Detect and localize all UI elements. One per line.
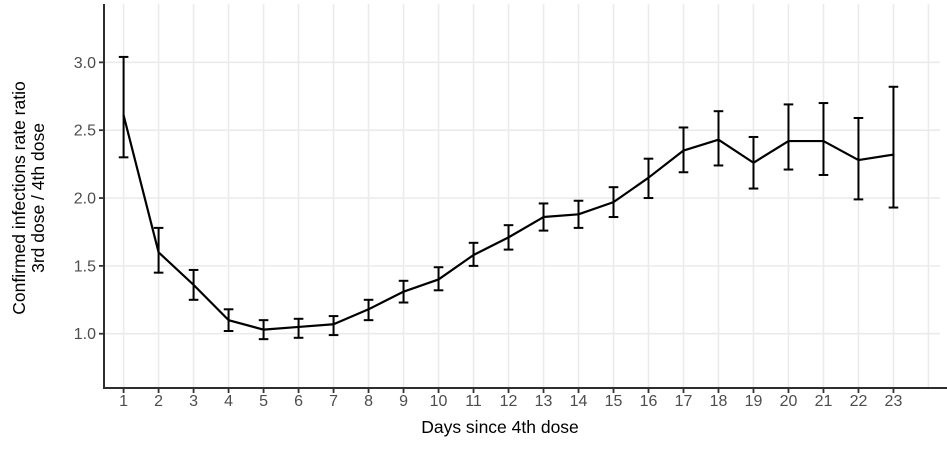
label-layer: Days since 4th dose Confirmed infections… xyxy=(9,81,579,437)
error-bar xyxy=(713,110,724,167)
y-tick-label: 1.0 xyxy=(74,326,96,343)
y-axis-title-line2: 3rd dose / 4th dose xyxy=(28,123,48,273)
x-tick-label: 12 xyxy=(500,393,518,410)
error-bar xyxy=(328,315,339,337)
y-axis-title-line1: Confirmed infections rate ratio xyxy=(9,81,29,314)
error-bar xyxy=(818,102,829,176)
x-tick-label: 13 xyxy=(535,393,553,410)
x-tick-label: 17 xyxy=(675,393,693,410)
x-tick-label: 6 xyxy=(294,393,303,410)
x-tick-label: 14 xyxy=(570,393,588,410)
x-tick-label: 15 xyxy=(605,393,623,410)
y-tick-label: 3.0 xyxy=(74,55,96,72)
x-tick-label: 4 xyxy=(224,393,233,410)
data-line xyxy=(122,114,895,331)
x-tick-label: 5 xyxy=(259,393,268,410)
x-tick-label: 1 xyxy=(119,393,128,410)
x-tick-label: 16 xyxy=(640,393,658,410)
x-tick-label: 8 xyxy=(364,393,373,410)
error-bar xyxy=(888,85,899,209)
x-tick-label: 9 xyxy=(399,393,408,410)
y-tick-label: 2.0 xyxy=(74,191,96,208)
error-bar xyxy=(783,103,794,171)
data-series xyxy=(118,55,899,341)
x-tick-label: 7 xyxy=(329,393,338,410)
x-tick-label: 23 xyxy=(885,393,903,410)
x-tick-label: 19 xyxy=(745,393,763,410)
x-tick-label: 20 xyxy=(780,393,798,410)
error-bar xyxy=(853,116,864,201)
x-tick-label: 18 xyxy=(710,393,728,410)
x-tick-label: 2 xyxy=(154,393,163,410)
error-bar xyxy=(293,317,304,339)
error-bar xyxy=(118,55,129,159)
y-tick-label: 2.5 xyxy=(74,123,96,140)
x-tick-label: 11 xyxy=(465,393,482,410)
x-tick-label: 21 xyxy=(815,393,833,410)
x-tick-label: 22 xyxy=(850,393,868,410)
x-tick-label: 10 xyxy=(430,393,448,410)
x-axis-title: Days since 4th dose xyxy=(421,417,579,437)
x-tick-label: 3 xyxy=(189,393,198,410)
grid-layer xyxy=(104,4,940,388)
axis-layer: 1 2 3 4 5 6 7 8 9 10 11 12 13 14 15 16 17 18 19 20 21 22 231.0… xyxy=(74,4,947,410)
y-tick-label: 1.5 xyxy=(74,258,96,275)
